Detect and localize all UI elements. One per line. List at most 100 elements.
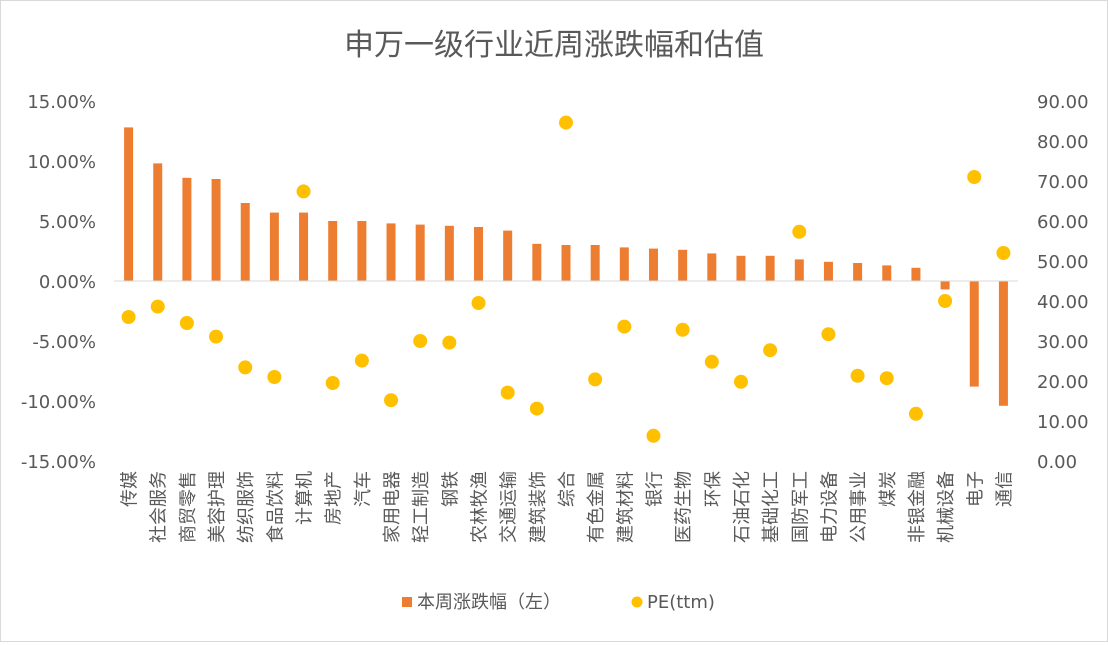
pe-point [763,343,778,358]
pe-point [908,406,923,421]
pe-point [471,296,486,310]
x-axis-tick-label: 有色金属 [586,471,607,543]
pe-point [121,310,136,324]
bar [299,212,309,281]
legend-pe-label: PE(ttm) [647,592,715,613]
bar [794,259,804,281]
x-axis-tick-label: 公用事业 [849,471,870,543]
chart-title: 申万一级行业近周涨跌幅和估值 [344,28,764,63]
legend-pe-swatch [631,596,643,608]
x-axis-tick-label: 社会服务 [149,471,170,543]
x-axis-tick-label: 建筑装饰 [528,471,549,543]
x-axis-tick-label: 环保 [703,471,724,507]
bar [969,281,979,387]
left-axis-tick-label: 0.00% [39,272,96,293]
bar [590,245,600,281]
pe-point [996,246,1011,260]
x-axis-tick-label: 银行 [644,471,665,507]
x-axis-tick-label: 医药生物 [674,471,695,543]
pe-point [967,170,982,184]
right-axis-tick-label: 60.00 [1037,212,1089,233]
bar [357,221,367,281]
x-axis-tick-label: 农林牧渔 [470,471,491,543]
right-axis-tick-label: 40.00 [1037,292,1089,313]
x-axis-tick-label: 电子 [965,471,986,507]
pe-point [354,353,369,368]
x-axis-tick-label: 房地产 [324,471,345,525]
right-axis-tick-label: 0.00 [1037,452,1077,473]
right-axis-tick-label: 20.00 [1037,372,1089,393]
bar [503,230,513,281]
bar [474,227,484,281]
right-axis-tick-label: 90.00 [1037,92,1089,113]
pe-point [413,334,428,348]
pe-point [850,368,865,383]
bar [998,281,1008,406]
left-axis: -15.00% -10.00% -5.00% 0.00% 5.00% 10.00% 15.0… [21,92,96,473]
pe-point [529,401,544,416]
x-axis-tick-label: 建筑材料 [615,471,636,543]
pe-point [821,327,836,342]
x-axis-tick-label: 汽车 [353,471,374,507]
x-axis-tick-label: 传媒 [120,471,141,507]
left-axis-tick-label: 10.00% [27,152,96,173]
pe-point [500,385,515,400]
bar [444,225,454,281]
left-axis-tick-label: -15.00% [21,452,96,473]
pe-point [267,370,282,384]
x-axis-tick-label: 石油石化 [732,471,753,543]
bar [911,267,921,281]
pe-point [588,372,603,387]
x-axis-tick-label: 通信 [994,471,1015,507]
bar [182,177,192,281]
pe-point [792,224,807,239]
right-axis-tick-label: 30.00 [1037,332,1089,353]
bar [240,203,250,281]
bar [328,221,338,281]
pe-point [296,184,311,199]
bar [882,265,892,281]
legend-bar-label: 本周涨跌幅（左） [417,592,561,613]
x-axis-tick-label: 家用电器 [382,471,403,543]
bar [707,253,717,281]
bar [940,281,950,290]
right-axis-tick-label: 80.00 [1037,132,1089,153]
x-axis-tick-label: 食品饮料 [265,471,286,543]
x-axis-tick-label: 电力设备 [819,471,840,543]
left-axis-tick-label: -5.00% [32,332,96,353]
bar [153,163,163,281]
bar [269,212,279,281]
pe-series [121,115,1011,443]
left-axis-tick-label: 5.00% [39,212,96,233]
x-axis-tick-label: 计算机 [295,471,316,525]
pe-point [238,360,253,375]
x-axis-tick-label: 交通运输 [499,471,520,543]
x-axis-tick-label: 纺织服饰 [236,471,257,543]
bar [124,127,134,282]
x-axis-labels: 传媒 社会服务 商贸零售 美容护理 纺织服饰 食品饮料 计算机 房地产 汽车 家用电器 轻工制造 钢铁… [120,471,1016,543]
bar [823,261,833,281]
right-axis-tick-label: 70.00 [1037,172,1089,193]
bar [211,179,221,281]
bar [678,249,688,281]
bar [853,263,863,281]
legend-bar-swatch [402,597,412,607]
pe-point [733,374,748,389]
right-axis-tick-label: 10.00 [1037,412,1089,433]
bar [532,243,542,281]
pe-point [209,329,224,344]
bar [561,245,571,281]
pe-point [879,371,894,386]
x-axis-tick-label: 综合 [557,471,578,507]
left-axis-tick-label: -10.00% [21,392,96,413]
pe-point [442,335,457,350]
x-axis-tick-label: 国防军工 [790,471,811,543]
x-axis-tick-label: 煤炭 [878,471,899,507]
x-axis-tick-label: 美容护理 [207,471,228,543]
pe-point [150,299,165,314]
legend: 本周涨跌幅（左） PE(ttm) [402,592,715,613]
right-axis: 0.00 10.00 20.00 30.00 40.00 50.00 60.00 70.00 8… [1037,92,1089,473]
bar-series [124,127,1008,406]
